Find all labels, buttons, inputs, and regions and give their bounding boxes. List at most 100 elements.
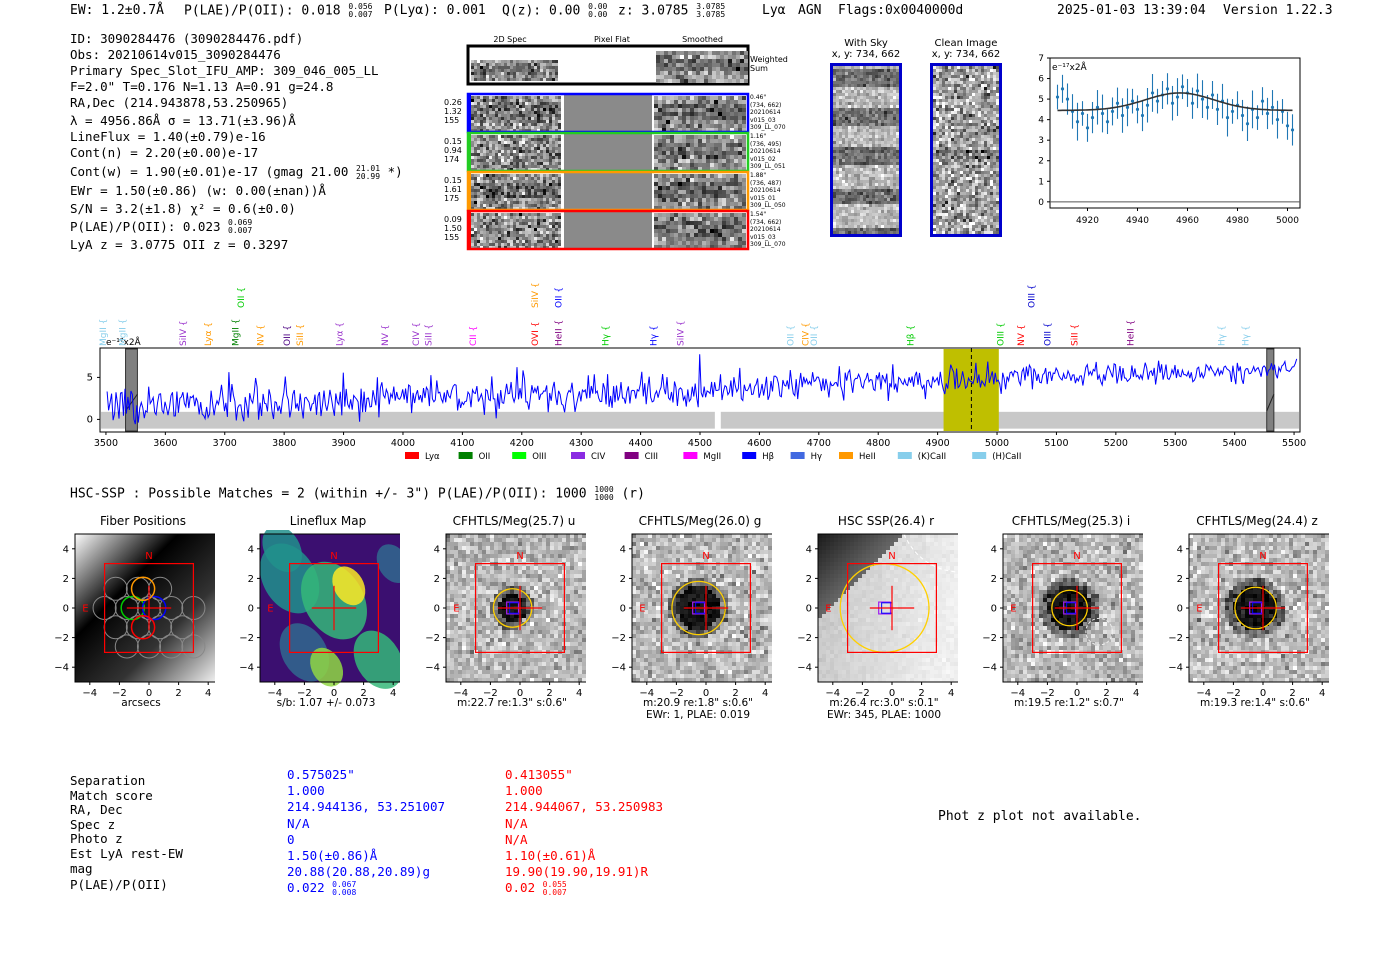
spec-pixel xyxy=(477,126,480,129)
spec-pixel xyxy=(501,108,504,111)
sky-pixel xyxy=(948,129,951,132)
sky-pixel xyxy=(833,102,836,105)
spec-pixel xyxy=(510,120,513,123)
sky-pixel xyxy=(978,144,981,147)
spec-pixel xyxy=(480,189,483,192)
sky-pixel xyxy=(893,138,896,141)
spec-pixel xyxy=(664,67,668,71)
spec-pixel xyxy=(516,243,519,246)
sky-pixel xyxy=(860,150,863,153)
sky-pixel xyxy=(884,177,887,180)
spec-pixel xyxy=(734,202,738,206)
spec-pixel xyxy=(474,198,477,201)
sky-pixel xyxy=(972,177,975,180)
spec-pixel xyxy=(519,150,522,153)
sky-pixel xyxy=(851,201,854,204)
spec-pixel xyxy=(738,135,742,139)
sky-pixel xyxy=(996,90,999,93)
spec-pixel xyxy=(726,217,730,221)
spec-pixel xyxy=(507,60,510,63)
spec-pixel xyxy=(718,155,722,159)
spec-pixel xyxy=(540,240,543,243)
spec-pixel xyxy=(507,66,510,69)
sky-pixel xyxy=(933,87,936,90)
sky-pixel xyxy=(960,180,963,183)
pixel-flat xyxy=(564,173,652,209)
spec-pixel xyxy=(492,126,495,129)
spec-pixel xyxy=(726,112,730,116)
sky-pixel xyxy=(893,201,896,204)
spec-pixel xyxy=(690,128,694,132)
spec-pixel xyxy=(670,198,674,202)
spec-pixel xyxy=(489,144,492,147)
sky-pixel xyxy=(951,195,954,198)
spec-pixel xyxy=(504,216,507,219)
spec-pixel xyxy=(555,222,558,225)
spec-pixel xyxy=(674,155,678,159)
spec-pixel xyxy=(694,143,698,147)
sky-pixel xyxy=(842,108,845,111)
sky-pixel xyxy=(984,183,987,186)
spec-pixel xyxy=(477,78,480,81)
spec-pixel xyxy=(718,241,722,245)
sky-pixel xyxy=(884,147,887,150)
spec-pixel xyxy=(694,194,698,198)
spec-pixel xyxy=(495,174,498,177)
sky-pixel xyxy=(863,207,866,210)
spec-pixel xyxy=(507,111,510,114)
spec-pixel xyxy=(546,66,549,69)
spec-pixel xyxy=(513,222,516,225)
spec-pixel xyxy=(728,63,732,67)
header-ew: EW: 1.2±0.7Å xyxy=(70,3,164,18)
sky-pixel xyxy=(987,153,990,156)
spec-pixel xyxy=(555,246,558,249)
spec-pixel xyxy=(690,194,694,198)
sky-pixel xyxy=(866,69,869,72)
spec-pixel xyxy=(540,96,543,99)
sky-pixel xyxy=(860,141,863,144)
spec-pixel xyxy=(540,183,543,186)
sky-pixel xyxy=(857,168,860,171)
sky-pixel xyxy=(893,126,896,129)
spec-pixel xyxy=(501,159,504,162)
sky-pixel xyxy=(963,90,966,93)
sky-pixel xyxy=(990,180,993,183)
sky-pixel xyxy=(863,180,866,183)
sky-pixel xyxy=(993,111,996,114)
spec-pixel xyxy=(700,67,704,71)
sky-pixel xyxy=(884,189,887,192)
sky-pixel xyxy=(860,162,863,165)
spec-pixel xyxy=(744,63,748,67)
spec-pixel xyxy=(546,156,549,159)
spec-pixel xyxy=(700,51,704,55)
spec-pixel xyxy=(513,246,516,249)
spec-pixel xyxy=(471,72,474,75)
spec-pixel xyxy=(672,55,676,59)
spec-pixel xyxy=(531,207,534,210)
sky-pixel xyxy=(945,111,948,114)
spec-pixel xyxy=(501,78,504,81)
sky-pixel xyxy=(978,180,981,183)
spec-pixel xyxy=(674,229,678,233)
sky-pixel xyxy=(866,195,869,198)
sky-pixel xyxy=(936,189,939,192)
sky-pixel xyxy=(896,120,899,123)
spec-pixel xyxy=(525,180,528,183)
spec-pixel xyxy=(654,155,658,159)
spec-pixel xyxy=(558,192,561,195)
spec-pixel xyxy=(516,207,519,210)
spec-pixel xyxy=(702,159,706,163)
sky-pixel xyxy=(881,90,884,93)
spec-pixel xyxy=(730,194,734,198)
sky-pixel xyxy=(987,201,990,204)
spec-pixel xyxy=(525,69,528,72)
sky-pixel xyxy=(963,141,966,144)
sky-pixel xyxy=(996,186,999,189)
spec-pixel xyxy=(716,71,720,75)
spec-pixel xyxy=(742,178,746,182)
spec-pixel xyxy=(734,241,738,245)
sky-pixel xyxy=(960,204,963,207)
spec-pixel xyxy=(543,168,546,171)
spec-pixel xyxy=(474,219,477,222)
spec-pixel xyxy=(522,129,525,132)
